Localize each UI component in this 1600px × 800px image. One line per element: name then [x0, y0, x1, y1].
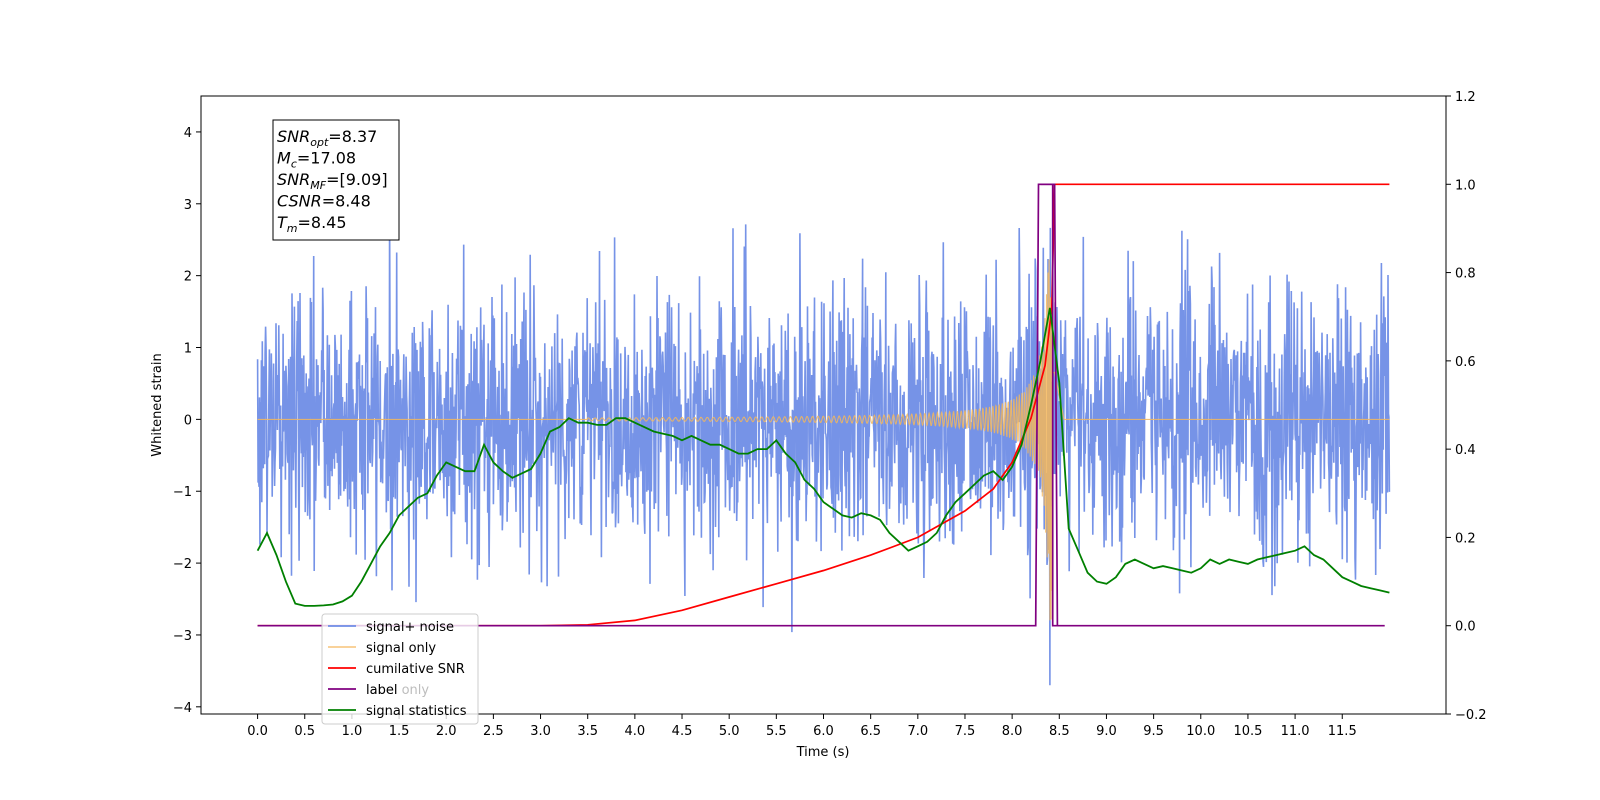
y2-tick-label: 0.0	[1455, 620, 1476, 635]
x-tick-label: 7.5	[955, 724, 976, 739]
x-tick-label: 10.0	[1186, 724, 1215, 739]
x-tick-label: 6.0	[813, 724, 834, 739]
series-signal-noise	[256, 211, 1391, 686]
x-tick-label: 6.5	[860, 724, 881, 739]
x-tick-label: 0.0	[247, 724, 268, 739]
y-tick-label: 1	[184, 342, 192, 357]
x-tick-label: 9.0	[1096, 724, 1117, 739]
x-tick-label: 5.0	[719, 724, 740, 739]
x-tick-label: 8.0	[1002, 724, 1023, 739]
y2-tick-label: 0.6	[1455, 355, 1476, 370]
x-tick-label: 4.5	[672, 724, 693, 739]
series-cumulative-snr	[257, 183, 1390, 627]
x-tick-label: 2.5	[483, 724, 504, 739]
x-tick-label: 5.5	[766, 724, 787, 739]
stats-annotation-box: SNRopt=8.37Mc=17.08SNRMF=[9.09]CSNR=8.48…	[272, 119, 400, 241]
y2-tick-label: 0.4	[1455, 443, 1476, 458]
legend-label: cumilative SNR	[366, 662, 465, 677]
y-tick-label: −2	[173, 557, 192, 572]
x-tick-label: 11.0	[1281, 724, 1310, 739]
series-signal-only	[257, 218, 1390, 621]
x-tick-label: 8.5	[1049, 724, 1070, 739]
y-tick-label: 0	[184, 413, 192, 428]
annotation-line: CSNR=8.48	[277, 192, 371, 211]
annotation-line: SNRopt=8.37	[277, 127, 377, 149]
y-tick-label: 3	[184, 198, 192, 213]
y-axis-right: −0.2 0.0 0.2 0.4 0.6 0.8 1.0 1.2	[1446, 90, 1487, 723]
y-axis-left: −4 −3 −2 −1 0 1 2 3 4	[173, 126, 201, 716]
legend-frame	[321, 613, 479, 725]
x-axis: 0.0 0.5 1.0 1.5 2.0 2.5 3.0 3.5 4.0 4.5 5.0 5.5 6.0 6…	[247, 714, 1357, 739]
x-tick-label: 0.5	[294, 724, 315, 739]
x-tick-label: 3.0	[530, 724, 551, 739]
y-tick-label: −1	[173, 485, 192, 500]
x-tick-label: 10.5	[1233, 724, 1262, 739]
series-layer	[256, 183, 1391, 686]
y-tick-label: 4	[184, 126, 192, 141]
x-tick-label: 9.5	[1143, 724, 1164, 739]
series-label-only	[1040, 183, 1058, 627]
x-tick-label: 1.5	[389, 724, 410, 739]
y2-tick-label: 0.2	[1455, 531, 1476, 546]
x-tick-label: 2.0	[436, 724, 457, 739]
y2-tick-label: −0.2	[1455, 708, 1487, 723]
legend-label: label only	[366, 683, 429, 698]
legend-label: signal+ noise	[366, 620, 454, 635]
y2-tick-label: 1.0	[1455, 178, 1476, 193]
legend-label: signal only	[366, 641, 436, 656]
series-signal-statistics	[256, 307, 1390, 607]
annotation-line: Mc=17.08	[277, 149, 356, 171]
y2-tick-label: 1.2	[1455, 90, 1476, 105]
x-tick-label: 11.5	[1328, 724, 1357, 739]
legend-label: label	[366, 683, 397, 698]
legend: signal+ noise signal only cumilative SNR la…	[321, 613, 479, 725]
y-tick-label: 2	[184, 270, 192, 285]
x-tick-label: 7.0	[907, 724, 928, 739]
y2-tick-label: 0.8	[1455, 267, 1476, 282]
y-tick-label: −4	[173, 701, 192, 716]
annotation-line: Tm=8.45	[277, 213, 347, 235]
x-tick-label: 3.5	[577, 724, 598, 739]
annotation-frame	[272, 119, 400, 241]
x-tick-label: 1.0	[342, 724, 363, 739]
y-tick-label: −3	[173, 629, 192, 644]
legend-label: signal statistics	[366, 704, 467, 719]
annotation-line: SNRMF=[9.09]	[277, 170, 388, 192]
y-axis-label: Whitened strain	[150, 353, 165, 456]
x-axis-label: Time (s)	[796, 745, 850, 760]
x-tick-label: 4.0	[625, 724, 646, 739]
